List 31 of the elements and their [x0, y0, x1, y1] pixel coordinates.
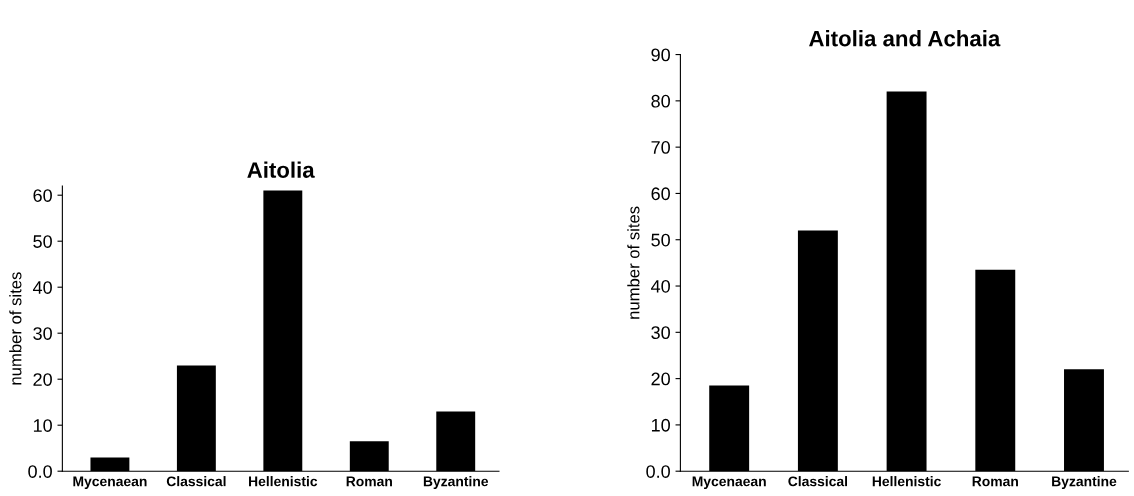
x-tick-label: Mycenaean — [73, 476, 147, 490]
y-tick-label: 60 — [651, 187, 670, 201]
y-tick-label: 90 — [651, 48, 670, 62]
y-tick-label: 0.0 — [28, 465, 52, 478]
chart-title: Aitolia and Achaia — [809, 30, 1001, 47]
x-tick-label: Mycenaean — [692, 476, 766, 490]
y-tick-label: 30 — [651, 326, 670, 340]
y-tick-label: 80 — [651, 94, 670, 108]
y-tick-label: 50 — [33, 235, 52, 248]
y-tick-label: 60 — [33, 189, 52, 202]
y-tick-label: 10 — [651, 418, 670, 432]
y-tick-label: 40 — [651, 279, 670, 293]
y-tick-label: 10 — [33, 419, 52, 432]
y-tick-label: 20 — [651, 372, 670, 386]
x-tick-label: Classical — [788, 476, 848, 487]
x-tick-label: Hellenistic — [872, 476, 941, 487]
y-axis-title: number of sites — [9, 272, 22, 385]
x-tick-label: Roman — [346, 476, 392, 487]
x-tick-label: Roman — [972, 476, 1018, 487]
x-tick-label: Byzantine — [423, 476, 489, 490]
y-tick-label: 20 — [33, 373, 52, 386]
x-tick-label: Classical — [166, 476, 226, 487]
y-tick-label: 40 — [32, 281, 52, 294]
y-tick-label: 30 — [33, 327, 52, 340]
y-tick-label: 50 — [651, 233, 670, 247]
y-axis-title: number of sites — [627, 206, 640, 319]
y-tick-label: 70 — [651, 141, 670, 154]
x-tick-label: Hellenistic — [249, 476, 318, 487]
chart-title: Aitolia — [247, 161, 315, 178]
y-tick-label: 0.0 — [646, 465, 670, 478]
x-tick-label: Byzantine — [1052, 476, 1117, 490]
